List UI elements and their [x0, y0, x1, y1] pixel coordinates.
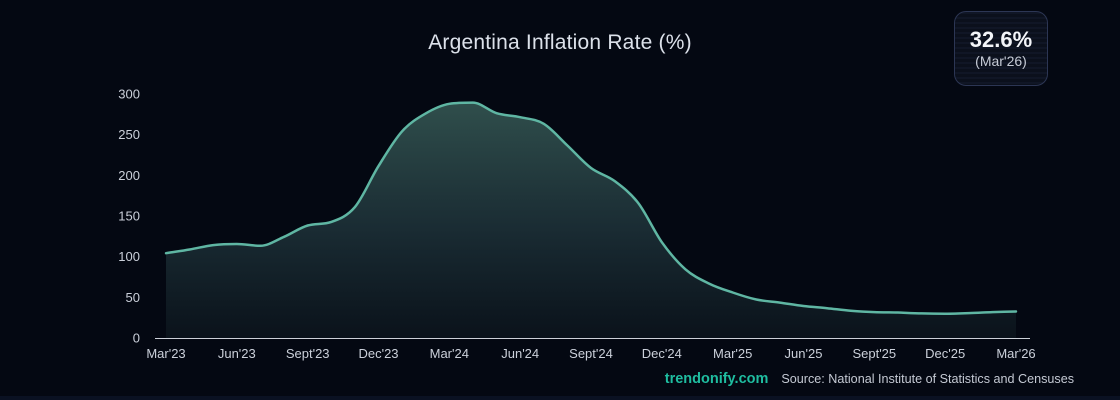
- x-axis-tick-label: Sept'25: [852, 346, 896, 361]
- x-axis-tick-label: Sept'24: [569, 346, 613, 361]
- y-axis-tick-label: 0: [133, 331, 140, 346]
- plot-area: 0 50 100 150 200 250 300 Mar'23 Jun'23 Sept'23 Dec…: [118, 87, 1035, 362]
- x-axis-tick-label: Mar'26: [996, 346, 1035, 361]
- x-axis-tick-label: Jun'25: [785, 346, 823, 361]
- brand-watermark: trendonify.com: [664, 371, 769, 387]
- y-axis-tick-label: 150: [118, 209, 140, 224]
- chart-footer: trendonify.com Source: National Institut…: [665, 371, 1074, 387]
- y-axis-tick-label: 100: [118, 249, 140, 264]
- y-axis-tick-label: 200: [118, 168, 140, 183]
- latest-value: 32.6%: [969, 26, 1033, 52]
- x-axis-tick-label: Dec'24: [642, 346, 682, 361]
- x-axis-tick-label: Mar'25: [713, 346, 752, 361]
- y-axis-tick-label: 50: [126, 290, 140, 305]
- x-axis-tick-label: Dec'25: [925, 346, 965, 361]
- source-attribution: Source: National Institute of Statistics…: [781, 372, 1074, 386]
- latest-period: (Mar'26): [975, 52, 1027, 69]
- y-axis-tick-label: 250: [118, 127, 140, 142]
- x-axis-tick-label: Mar'23: [146, 346, 185, 361]
- x-axis-tick-label: Dec'23: [358, 346, 398, 361]
- latest-value-badge: 32.6% (Mar'26): [954, 11, 1048, 86]
- x-axis-tick-label: Mar'24: [430, 346, 469, 361]
- x-axis-tick-label: Jun'23: [218, 346, 256, 361]
- y-axis-tick-label: 300: [118, 87, 140, 102]
- x-axis-tick-label: Sept'23: [286, 346, 330, 361]
- chart-title: Argentina Inflation Rate (%): [428, 31, 692, 54]
- x-axis-tick-label: Jun'24: [501, 346, 539, 361]
- area-fill: [166, 102, 1016, 338]
- inflation-line: [164, 101, 1018, 315]
- bottom-accent-strip: [0, 396, 1120, 400]
